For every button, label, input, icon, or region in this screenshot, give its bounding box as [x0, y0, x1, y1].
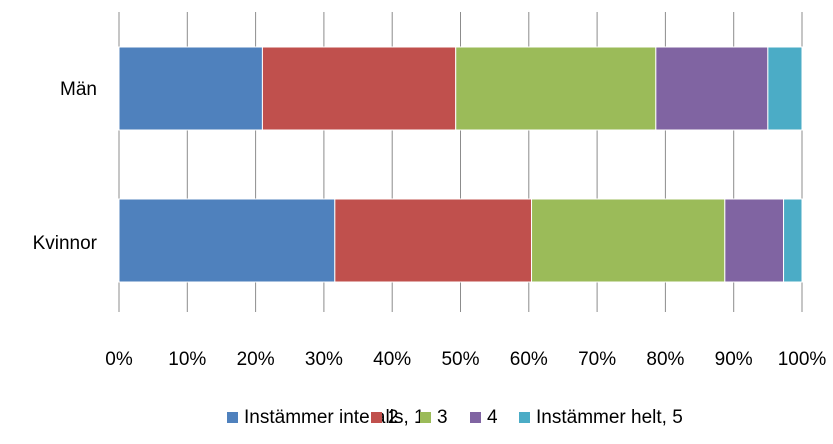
x-tick-label: 90%: [715, 349, 753, 370]
x-tick-label: 40%: [373, 349, 411, 370]
x-tick-label: 70%: [578, 349, 616, 370]
x-tick-label: 10%: [168, 349, 206, 370]
x-tick-label: 80%: [646, 349, 684, 370]
category-label: Kvinnor: [33, 233, 98, 254]
bar-segment: [118, 46, 263, 131]
x-tick-label: 20%: [237, 349, 275, 370]
bar-segment: [118, 198, 336, 283]
legend-swatch: [470, 412, 481, 423]
legend-swatch: [227, 412, 238, 423]
bar-segment: [655, 46, 769, 131]
legend-swatch: [420, 412, 431, 423]
bar-segment: [455, 46, 657, 131]
bar-segment: [531, 198, 726, 283]
category-label: Män: [60, 79, 97, 100]
bar-segment: [724, 198, 785, 283]
legend-label: 2: [388, 407, 399, 428]
bar-segment: [783, 198, 803, 283]
bar-segment: [767, 46, 803, 131]
bar-segment: [261, 46, 457, 131]
bar-segment: [334, 198, 533, 283]
legend-swatch: [519, 412, 530, 423]
legend-swatch: [371, 412, 382, 423]
x-tick-label: 0%: [105, 349, 133, 370]
x-tick-label: 100%: [778, 349, 827, 370]
x-tick-label: 30%: [305, 349, 343, 370]
legend-label: 3: [437, 407, 448, 428]
x-tick-label: 60%: [510, 349, 548, 370]
legend-label: Instämmer helt, 5: [536, 407, 683, 428]
legend-label: 4: [487, 407, 498, 428]
x-tick-label: 50%: [441, 349, 479, 370]
